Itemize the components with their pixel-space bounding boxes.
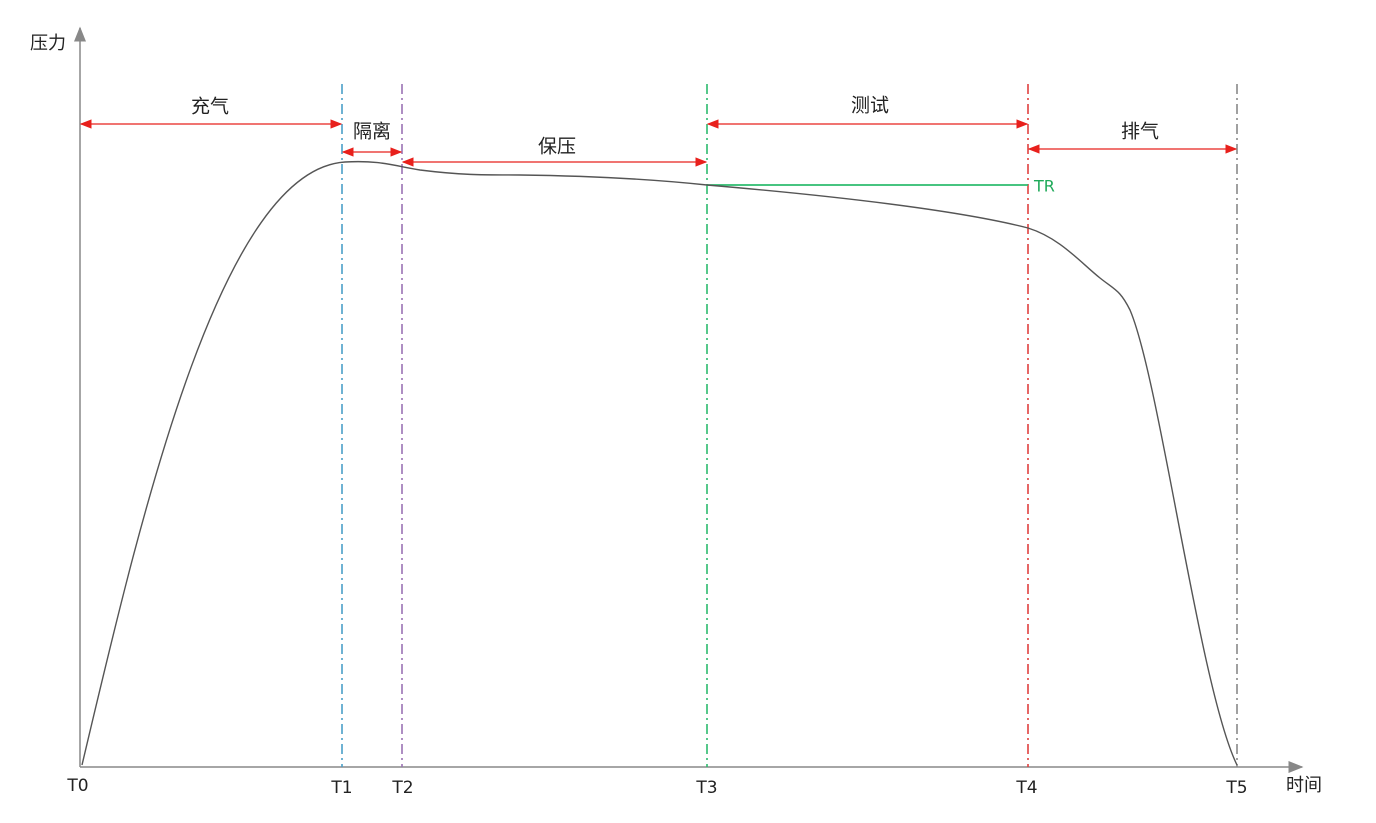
time-label: T5: [1225, 778, 1247, 798]
y-axis-label: 压力: [30, 33, 66, 54]
time-label: T4: [1015, 778, 1037, 798]
x-axis-label: 时间: [1286, 775, 1322, 796]
phase-label: 测试: [851, 95, 889, 117]
time-label: T0: [66, 776, 88, 796]
phase-label: 隔离: [353, 121, 391, 143]
time-label: T2: [391, 778, 413, 798]
threshold-label: TR: [1033, 177, 1055, 196]
phase-label: 充气: [191, 96, 229, 118]
phase-label: 保压: [538, 136, 576, 158]
phase-label: 排气: [1121, 121, 1159, 143]
time-label: T3: [695, 778, 717, 798]
pressure-curve: [81, 160, 1238, 766]
time-label: T1: [330, 778, 352, 798]
